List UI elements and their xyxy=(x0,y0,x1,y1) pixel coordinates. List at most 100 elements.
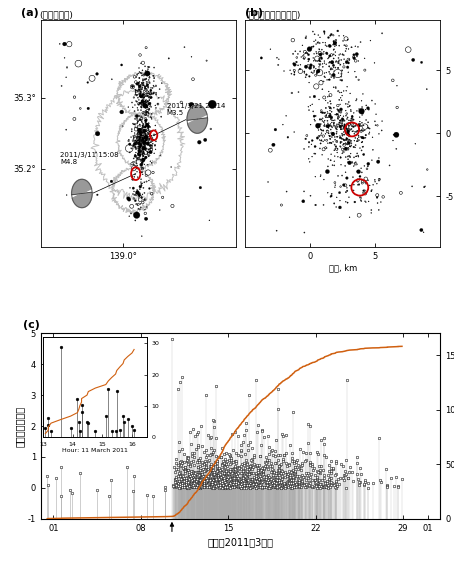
Point xyxy=(233,463,241,472)
Point xyxy=(313,69,321,78)
Point xyxy=(206,477,213,486)
Point xyxy=(261,483,268,492)
Point xyxy=(318,126,326,135)
Point xyxy=(354,458,361,467)
Point xyxy=(135,100,142,109)
Point xyxy=(192,482,200,491)
Point xyxy=(326,58,333,67)
Point xyxy=(133,90,141,99)
Point xyxy=(138,158,146,167)
Point xyxy=(282,111,290,120)
Point xyxy=(140,143,147,152)
Point xyxy=(196,465,203,474)
Point xyxy=(136,126,143,135)
Point xyxy=(320,132,327,141)
Point xyxy=(258,474,265,483)
Point xyxy=(301,483,309,492)
Point xyxy=(231,477,238,486)
Point xyxy=(136,182,143,191)
Point xyxy=(251,479,258,488)
Point xyxy=(230,483,237,492)
Point xyxy=(191,468,198,477)
Point xyxy=(369,133,376,142)
Point xyxy=(136,148,143,157)
Point xyxy=(271,481,278,490)
Point xyxy=(269,465,276,474)
Point xyxy=(356,477,363,486)
Point xyxy=(351,121,358,130)
Point xyxy=(206,450,213,459)
Point xyxy=(140,140,148,149)
Point xyxy=(226,469,233,479)
Point xyxy=(141,205,148,214)
Point xyxy=(137,131,144,140)
Point xyxy=(203,450,211,459)
Point xyxy=(328,50,335,60)
Point xyxy=(145,134,153,143)
Point xyxy=(161,483,168,492)
Point xyxy=(185,460,192,469)
Point xyxy=(339,145,346,154)
Point xyxy=(393,81,400,90)
Point xyxy=(57,463,64,472)
Point xyxy=(139,135,146,144)
Point xyxy=(181,463,188,472)
Point xyxy=(188,480,195,489)
Point xyxy=(327,156,334,165)
Point xyxy=(323,111,330,120)
Point xyxy=(130,132,137,141)
Point xyxy=(312,481,320,490)
Point xyxy=(126,139,133,149)
Point xyxy=(207,473,215,482)
Point xyxy=(340,31,347,40)
Point xyxy=(289,456,296,466)
Point xyxy=(173,465,180,474)
Point xyxy=(361,197,369,206)
Point xyxy=(225,481,232,490)
Point xyxy=(240,483,247,492)
Point xyxy=(344,100,351,109)
Point xyxy=(228,483,236,492)
Point xyxy=(193,480,201,489)
Point xyxy=(137,90,144,99)
Point xyxy=(226,473,233,482)
Point xyxy=(316,45,323,54)
Point xyxy=(138,129,145,138)
Point xyxy=(175,438,183,447)
Point xyxy=(265,443,272,452)
Point xyxy=(271,481,278,490)
Point xyxy=(198,481,206,490)
Point xyxy=(328,122,336,131)
Point xyxy=(218,460,226,469)
Point xyxy=(352,121,360,130)
Point xyxy=(243,462,251,471)
Point xyxy=(316,115,324,124)
Point xyxy=(162,486,169,495)
Point xyxy=(354,167,361,176)
Point xyxy=(207,483,214,492)
Point xyxy=(138,103,145,112)
Point xyxy=(296,65,304,74)
Point xyxy=(196,478,203,487)
Point xyxy=(352,141,359,150)
Point xyxy=(228,465,235,474)
Point xyxy=(178,372,186,381)
Point xyxy=(202,482,209,491)
Point xyxy=(217,475,225,484)
Point xyxy=(236,476,243,485)
Point xyxy=(321,471,328,480)
Point xyxy=(197,483,204,492)
Point xyxy=(143,108,150,117)
Point xyxy=(189,480,196,489)
Point xyxy=(142,154,149,163)
Point xyxy=(323,49,330,58)
Point xyxy=(291,67,298,76)
Point xyxy=(137,115,144,124)
Point xyxy=(132,136,139,145)
Point xyxy=(136,116,143,125)
Point xyxy=(194,478,201,487)
Point xyxy=(145,122,152,132)
Point xyxy=(204,481,212,490)
Point xyxy=(319,114,326,123)
Point xyxy=(230,477,237,486)
